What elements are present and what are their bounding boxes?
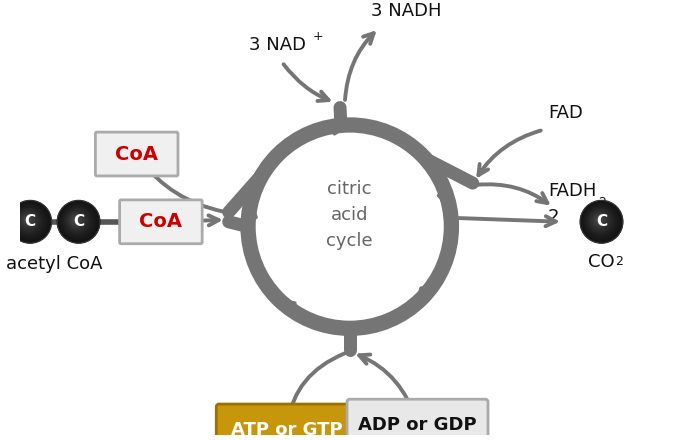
FancyBboxPatch shape <box>119 200 202 244</box>
Circle shape <box>26 218 29 222</box>
Circle shape <box>63 207 92 235</box>
FancyBboxPatch shape <box>95 132 178 176</box>
Circle shape <box>62 205 94 237</box>
Circle shape <box>585 205 617 237</box>
Text: CoA: CoA <box>115 144 158 164</box>
Text: ATP or GTP: ATP or GTP <box>231 421 343 439</box>
Circle shape <box>595 216 602 224</box>
Text: 2: 2 <box>599 196 606 209</box>
Text: 3 NAD: 3 NAD <box>248 36 306 54</box>
Text: 2: 2 <box>547 208 559 226</box>
Text: C: C <box>596 214 607 229</box>
Text: citric
acid
cycle: citric acid cycle <box>327 180 373 250</box>
Circle shape <box>587 207 615 235</box>
Circle shape <box>582 202 621 241</box>
Circle shape <box>18 210 39 231</box>
Circle shape <box>59 202 98 241</box>
Text: acetyl CoA: acetyl CoA <box>6 255 103 273</box>
Circle shape <box>21 213 35 227</box>
Circle shape <box>16 209 41 233</box>
Circle shape <box>14 205 45 237</box>
Circle shape <box>592 213 606 227</box>
Circle shape <box>70 213 84 227</box>
Text: FADH: FADH <box>548 182 597 199</box>
Circle shape <box>588 209 613 233</box>
FancyBboxPatch shape <box>216 404 357 440</box>
Circle shape <box>57 201 100 243</box>
Circle shape <box>22 215 33 226</box>
Text: C: C <box>73 214 84 229</box>
Circle shape <box>9 201 51 243</box>
Circle shape <box>66 210 88 231</box>
Circle shape <box>20 212 37 229</box>
Circle shape <box>583 204 619 239</box>
Text: C: C <box>24 214 36 229</box>
Circle shape <box>74 218 78 222</box>
Circle shape <box>24 216 31 224</box>
Text: 2: 2 <box>615 255 623 268</box>
Circle shape <box>589 210 611 231</box>
FancyBboxPatch shape <box>347 399 488 440</box>
Text: CO: CO <box>588 253 615 271</box>
Text: CoA: CoA <box>140 213 182 231</box>
Circle shape <box>591 212 609 229</box>
Circle shape <box>12 204 47 239</box>
Circle shape <box>60 204 96 239</box>
Text: +: + <box>313 29 323 43</box>
Circle shape <box>71 215 82 226</box>
Circle shape <box>15 207 43 235</box>
Circle shape <box>10 202 49 241</box>
Text: 3 NADH: 3 NADH <box>371 2 441 20</box>
Circle shape <box>68 212 86 229</box>
Circle shape <box>597 218 600 222</box>
Circle shape <box>65 209 90 233</box>
Circle shape <box>594 215 604 226</box>
Circle shape <box>72 216 80 224</box>
Text: FAD: FAD <box>548 104 583 122</box>
Circle shape <box>580 201 623 243</box>
Text: ADP or GDP: ADP or GDP <box>358 416 477 434</box>
